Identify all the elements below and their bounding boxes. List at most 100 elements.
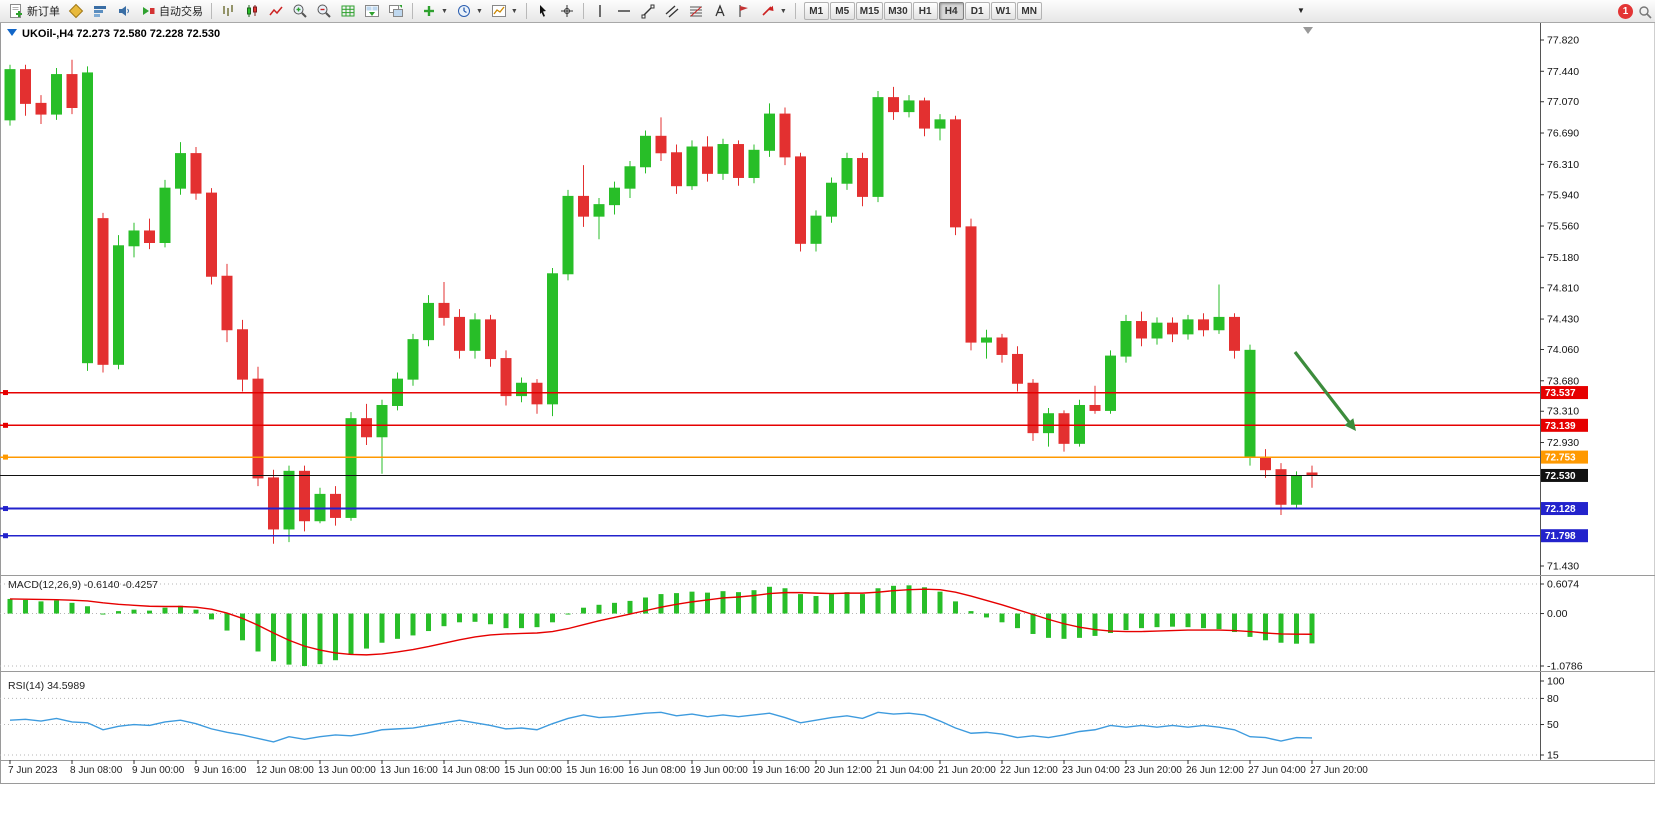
crosshair-icon [560, 5, 573, 17]
symbol-dropdown-icon[interactable] [7, 29, 17, 36]
timeframe-button-m30[interactable]: M30 [884, 2, 912, 20]
macd-bar [813, 596, 819, 614]
cascade-windows-icon [389, 5, 403, 17]
label-button[interactable] [732, 1, 756, 21]
macd-bar [472, 613, 478, 622]
templates-button[interactable]: ▼ [487, 1, 522, 21]
macd-bar [937, 591, 943, 614]
timeframe-button-m5[interactable]: M5 [829, 2, 855, 20]
line-handle[interactable] [3, 506, 8, 512]
macd-bar [364, 613, 369, 649]
chart-text: 77.070 [1547, 96, 1579, 108]
macd-bar [395, 613, 400, 639]
candlestick-chart-button[interactable] [240, 1, 264, 21]
toolbar-overflow-icon[interactable]: ▼ [1297, 6, 1305, 15]
horizontal-line-button[interactable] [612, 1, 636, 21]
fibonacci-icon [689, 6, 702, 17]
search-icon[interactable] [1638, 5, 1652, 19]
crosshair-button[interactable] [555, 1, 579, 21]
sounds-button[interactable] [112, 1, 136, 21]
trend-arrow-head[interactable] [1344, 418, 1356, 431]
timeframe-button-d1[interactable]: D1 [964, 2, 990, 20]
timeframe-button-w1[interactable]: W1 [990, 2, 1016, 20]
timeframe-button-h1[interactable]: H1 [912, 2, 938, 20]
candle [965, 226, 977, 343]
candle [485, 319, 496, 360]
autotrading-label: 自动交易 [159, 6, 203, 18]
timeframe-button-m15[interactable]: M15 [855, 2, 884, 20]
vertical-line-button[interactable] [588, 1, 612, 21]
candlestick-chart-icon [247, 5, 257, 17]
candle [857, 158, 868, 197]
candle [671, 152, 682, 187]
indicators-button[interactable]: ▼ [417, 1, 452, 21]
macd-bar [1294, 613, 1299, 644]
periods-button[interactable]: ▼ [452, 1, 487, 21]
macd-bar [612, 602, 617, 614]
chart-text: 14 Jun 08:00 [442, 765, 500, 776]
candle [516, 382, 527, 397]
template-icon [491, 5, 506, 17]
macd-bar [333, 613, 338, 661]
bar-chart-button[interactable] [216, 1, 240, 21]
mql5-button[interactable] [64, 1, 88, 21]
macd-bar [224, 613, 230, 631]
arrows-button[interactable]: ▼ [756, 1, 791, 21]
candle [159, 187, 171, 243]
macd-bar [1185, 613, 1191, 628]
zoom-in-button[interactable] [288, 1, 312, 21]
line-handle[interactable] [3, 533, 8, 539]
macd-bar [844, 592, 850, 614]
candle [841, 158, 853, 184]
macd-bar [426, 613, 431, 632]
cursor-button[interactable] [531, 1, 555, 21]
macd-bar [1232, 613, 1237, 633]
line-chart-button[interactable] [264, 1, 288, 21]
rsi-line [9, 711, 1313, 743]
macd-bar [7, 598, 13, 614]
macd-bar [922, 587, 927, 614]
line-handle[interactable] [3, 422, 8, 428]
chart-text: 73.680 [1547, 375, 1579, 387]
zoom-out-button[interactable] [312, 1, 336, 21]
chart-text: -1.0786 [1547, 661, 1583, 673]
zoom-in-icon [293, 4, 307, 18]
macd-bar [1201, 613, 1206, 629]
timeframe-button-mn[interactable]: MN [1016, 2, 1042, 20]
depth-of-market-button[interactable] [88, 1, 112, 21]
candle [1182, 319, 1194, 335]
macd-bar [674, 593, 679, 614]
trendline-button[interactable] [636, 1, 660, 21]
notification-badge[interactable]: 1 [1618, 4, 1633, 19]
candle [268, 477, 279, 530]
line-handle[interactable] [3, 454, 8, 460]
candle [996, 337, 1008, 355]
macd-bar [193, 609, 199, 614]
grid-button[interactable] [336, 1, 360, 21]
line-handle[interactable] [3, 390, 8, 396]
fibonacci-button[interactable] [684, 1, 708, 21]
chart-text: 71.798 [1545, 531, 1576, 542]
candle [640, 135, 651, 168]
channel-button[interactable] [660, 1, 684, 21]
cascade-windows-button[interactable] [384, 1, 408, 21]
chart-text: 76.690 [1547, 128, 1579, 140]
autotrading-button[interactable]: 自动交易 [136, 1, 207, 21]
chart-text: 22 Jun 12:00 [1000, 765, 1058, 776]
candle [562, 195, 574, 275]
macd-bar [953, 601, 958, 614]
horizontal-line-icon [617, 10, 630, 12]
macd-bar [643, 597, 648, 614]
text-button[interactable] [708, 1, 732, 21]
chart-shift-marker[interactable] [1303, 27, 1313, 34]
chart-text: 76.310 [1547, 159, 1579, 171]
timeframe-button-m1[interactable]: M1 [803, 2, 829, 20]
trend-arrow[interactable] [1293, 351, 1354, 428]
candle [97, 218, 109, 365]
new-order-button[interactable]: 新订单 [4, 1, 64, 21]
timeframe-button-h4[interactable]: H4 [938, 2, 964, 20]
macd-bar [906, 585, 912, 614]
quote-header: UKOil-,H4 72.273 72.580 72.228 72.530 [22, 28, 220, 40]
tile-windows-button[interactable] [360, 1, 384, 21]
